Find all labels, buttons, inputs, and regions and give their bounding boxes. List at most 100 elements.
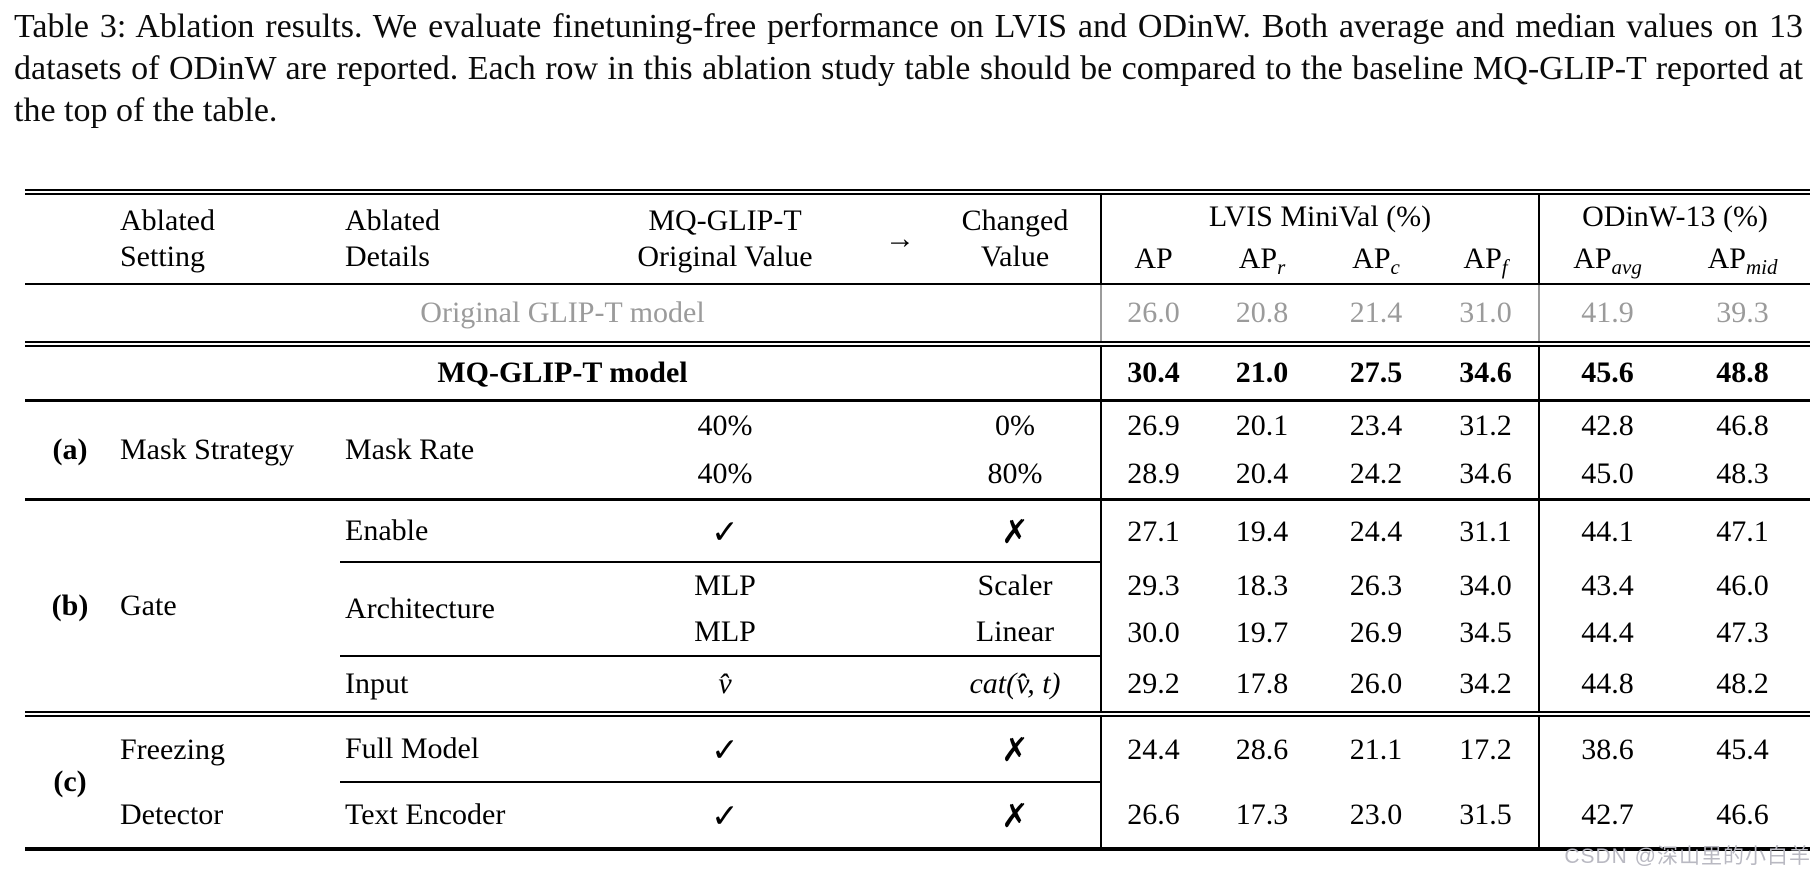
col-header-changed-value: Changed Value [930, 192, 1101, 285]
cell-value: 44.4 [1538, 609, 1676, 656]
ablation-table: Ablated Setting Ablated Details MQ-GLIP-… [25, 189, 1811, 851]
row-freezing-text-encoder: Detector Text Encoder ✓ ✗ 26.6 17.3 23.0… [25, 782, 1810, 849]
cell-value: 46.0 [1716, 568, 1769, 602]
cell-value: 47.1 [1716, 514, 1769, 548]
cell-value: 24.4 [1100, 714, 1205, 782]
details-text-encoder: Text Encoder [345, 798, 506, 831]
cell-value: 28.9 [1100, 450, 1205, 501]
cell-value: 34.0 [1459, 568, 1512, 602]
header-row-1: Ablated Setting Ablated Details MQ-GLIP-… [25, 192, 1811, 285]
cell-value: 26.9 [1349, 615, 1403, 649]
col-header-ap-mid: APmid [1675, 239, 1811, 285]
col-header-original-value: MQ-GLIP-T Original Value [580, 192, 870, 285]
cell-value: 44.1 [1538, 499, 1676, 562]
cell-value: 45.4 [1716, 732, 1769, 766]
check-icon: ✓ [580, 714, 870, 783]
col-header-ablated-details: Ablated Details [340, 192, 580, 285]
cell-value: 26.0 [1319, 656, 1433, 717]
setting-freezing: Freezing [120, 732, 225, 766]
cell-value: 26.0 [1100, 284, 1205, 347]
cross-icon: ✗ [1001, 795, 1029, 835]
cell-value: 27.5 [1319, 344, 1433, 402]
cross-icon: ✗ [930, 714, 1101, 783]
csdn-watermark: CSDN @深山里的小白羊 [1564, 845, 1811, 868]
cell-value: 34.6 [1433, 344, 1540, 402]
cell-value: 42.8 [1538, 400, 1676, 450]
cell-value: 43.4 [1538, 562, 1676, 609]
cell-value: 45.0 [1538, 450, 1676, 501]
cell-value: 39.3 [1675, 284, 1811, 347]
cell-value: 17.2 [1459, 732, 1512, 766]
cell-original: MLP [694, 569, 756, 602]
cell-value: 17.3 [1235, 797, 1289, 831]
right-arrow-icon: → [870, 192, 930, 285]
cell-value: 30.4 [1100, 344, 1205, 402]
cell-value: 34.2 [1433, 656, 1540, 717]
row-gate-architecture-2: MLP Linear 30.0 19.7 26.9 34.5 44.4 47.3 [25, 609, 1810, 657]
table-caption: Table 3: Ablation results. We evaluate f… [14, 8, 1803, 129]
cell-value: 48.8 [1675, 344, 1811, 402]
cell-arrow-spacer [870, 782, 930, 849]
cell-arrow-spacer [870, 609, 930, 657]
cell-original: 40% [580, 450, 870, 501]
cell-value: 23.0 [1349, 797, 1403, 831]
cell-changed: cat(v̂, t) [930, 656, 1101, 717]
details-full-model: Full Model [340, 714, 580, 783]
cell-value: 46.8 [1716, 409, 1769, 442]
cell-value: 45.6 [1538, 344, 1676, 402]
group-header-lvis: LVIS MiniVal (%) [1099, 192, 1540, 239]
cell-value: 34.6 [1433, 450, 1540, 501]
col-header-ap-avg: APavg [1538, 239, 1676, 285]
cell-value: 20.1 [1235, 409, 1289, 442]
cell-value: 21.0 [1205, 344, 1319, 402]
cell-value: 26.3 [1349, 568, 1403, 602]
cell-value: 27.1 [1100, 499, 1205, 562]
cell-value: 31.5 [1459, 797, 1512, 831]
cell-arrow-spacer [870, 450, 930, 501]
cell-original: v̂ [580, 656, 870, 717]
group-header-odinw: ODinW-13 (%) [1538, 192, 1811, 239]
row-label: MQ-GLIP-T model [25, 344, 1101, 402]
cell-value: 30.0 [1100, 609, 1205, 656]
check-icon: ✓ [711, 795, 739, 835]
cell-original: MLP [580, 609, 870, 657]
cell-arrow-spacer [870, 562, 930, 609]
row-gate-enable: (b) Gate Enable ✓ ✗ 27.1 19.4 24.4 31.1 … [25, 499, 1810, 717]
cell-value: 23.4 [1349, 409, 1403, 442]
cell-original: 40% [697, 409, 753, 442]
cell-arrow-spacer [870, 714, 930, 783]
row-label: Original GLIP-T model [25, 284, 1101, 347]
cell-value: 20.4 [1205, 450, 1319, 501]
cell-value: 21.1 [1349, 732, 1403, 766]
cell-value: 47.3 [1716, 615, 1769, 649]
details-input: Input [340, 656, 580, 717]
cell-value: 48.2 [1675, 656, 1811, 717]
cell-value: 41.9 [1538, 284, 1676, 347]
cell-value: 24.2 [1319, 450, 1433, 501]
setting-gate: Gate [115, 499, 340, 717]
cell-value: 31.1 [1459, 514, 1512, 548]
cell-value: 31.0 [1433, 284, 1540, 347]
section-a-label: (a) [25, 400, 115, 501]
cell-value: 34.5 [1459, 615, 1512, 649]
header-index-spacer [25, 192, 115, 285]
cell-value: 42.7 [1538, 782, 1676, 849]
check-icon: ✓ [580, 499, 870, 563]
cell-value: 46.6 [1716, 797, 1769, 831]
cell-value: 31.2 [1459, 409, 1512, 442]
cell-value: 17.8 [1205, 656, 1319, 717]
cell-changed: Scaler [977, 569, 1053, 602]
details-architecture: Architecture [340, 562, 580, 657]
cell-value: 24.4 [1349, 514, 1403, 548]
cell-value: 38.6 [1538, 714, 1676, 782]
row-mask-rate-1: (a) Mask Strategy Mask Rate 40% 0% 26.9 … [25, 400, 1810, 501]
cell-changed: Linear [930, 609, 1101, 657]
cell-value: 21.4 [1319, 284, 1433, 347]
col-header-ap-r: APr [1205, 239, 1319, 285]
details-enable: Enable [340, 499, 580, 563]
details-mask-rate: Mask Rate [340, 400, 580, 501]
cell-value: 29.3 [1100, 562, 1205, 609]
cross-icon: ✗ [930, 499, 1101, 563]
cell-value: 48.3 [1675, 450, 1811, 501]
section-c-label: (c) [53, 765, 87, 798]
